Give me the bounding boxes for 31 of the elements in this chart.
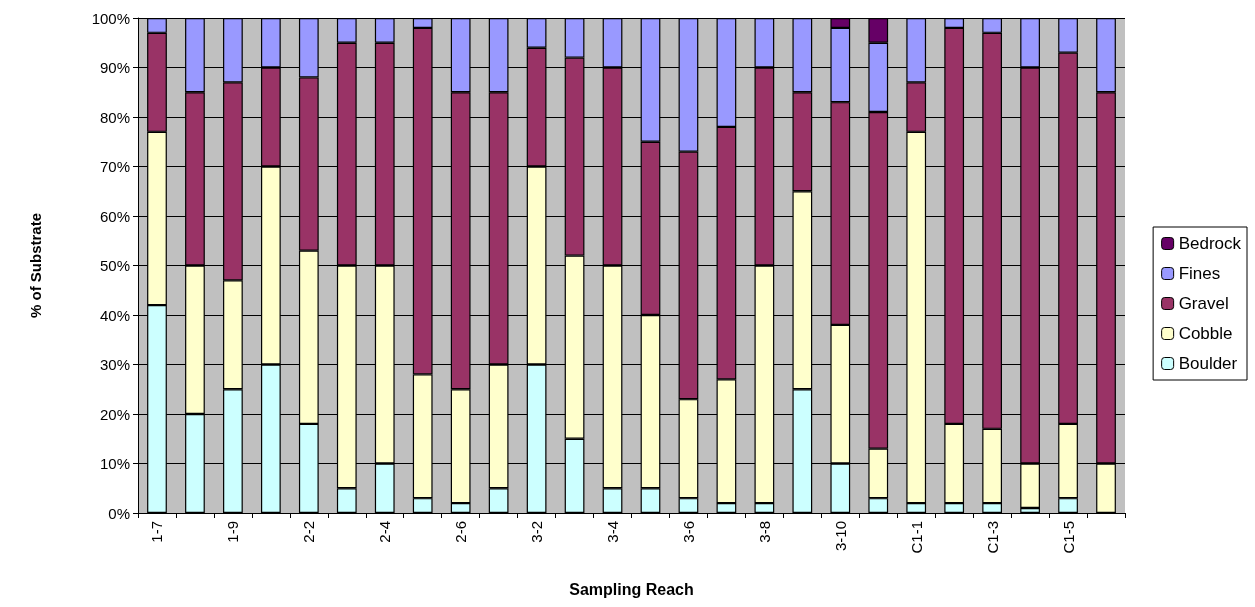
legend-label: Boulder [1178, 354, 1238, 373]
legend-label: Cobble [1178, 324, 1233, 343]
y-tick-label: 50% [99, 257, 130, 274]
y-tick-label: 70% [99, 158, 130, 175]
legend-label: Bedrock [1178, 234, 1242, 253]
x-tick-label: 2-4 [376, 521, 394, 543]
x-tick-label: 2-6 [452, 521, 470, 543]
y-tick-label: 80% [99, 108, 130, 126]
x-tick-label: C1-3 [983, 521, 1001, 554]
x-tick-label: 3-4 [604, 521, 622, 543]
y-tick-label: 40% [99, 306, 130, 324]
legend-label: Fines [1178, 264, 1221, 283]
legend-label: Gravel [1178, 294, 1229, 313]
x-tick-label: 1-7 [148, 521, 166, 543]
y-tick-label: 60% [99, 207, 130, 225]
y-tick-label: 20% [99, 405, 130, 423]
x-tick-label: 1-9 [224, 521, 242, 543]
y-tick-label: 0% [108, 504, 130, 522]
x-axis-title: Sampling Reach [569, 580, 694, 598]
x-tick-label: 2-2 [300, 521, 318, 543]
y-tick-label: 90% [99, 59, 130, 76]
y-tick-label: 100% [91, 9, 130, 27]
x-tick-label: C1-5 [1059, 521, 1077, 554]
x-tick-label: 3-2 [528, 521, 546, 543]
x-tick-label: 3-10 [831, 521, 849, 552]
x-tick-label: 3-6 [679, 521, 697, 543]
y-tick-label: 10% [99, 455, 130, 472]
y-axis-title: % of Substrate [27, 212, 44, 319]
y-tick-label: 30% [99, 356, 130, 373]
x-tick-label: C1-1 [907, 521, 925, 554]
x-tick-label: 3-8 [755, 521, 773, 543]
